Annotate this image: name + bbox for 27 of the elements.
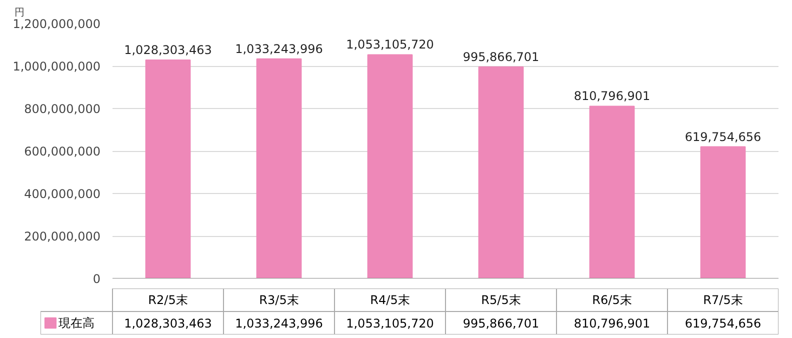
text: 1,053,105,720 bbox=[346, 316, 434, 330]
y-tick-label: 200,000,000 bbox=[24, 230, 100, 244]
y-tick-label: 600,000,000 bbox=[24, 144, 100, 158]
text: 995,866,701 bbox=[462, 316, 540, 330]
y-tick-label: 1,000,000,000 bbox=[12, 60, 101, 74]
text: 995,866,701 bbox=[462, 50, 540, 64]
y-tick-label: 1,200,000,000 bbox=[12, 17, 101, 31]
x-tick-label: R7/5末 bbox=[703, 293, 743, 307]
text: 619,754,656 bbox=[684, 316, 762, 330]
x-tick-label: R2/5末 bbox=[148, 293, 188, 307]
y-tick-label: 0 bbox=[92, 272, 101, 286]
text: 810,796,901 bbox=[574, 316, 650, 330]
x-tick-label: R6/5末 bbox=[592, 293, 632, 307]
x-tick-label: R5/5末 bbox=[481, 293, 521, 307]
text: 810,796,901 bbox=[574, 89, 650, 104]
text: 1,028,303,463 bbox=[124, 42, 212, 57]
y-tick-label: 800,000,000 bbox=[24, 102, 100, 116]
legend-label: 現在高 bbox=[58, 316, 94, 330]
y-tick-label: 400,000,000 bbox=[24, 187, 100, 201]
text: 1,033,243,996 bbox=[235, 42, 323, 56]
text: 1,028,303,463 bbox=[124, 316, 212, 330]
text: 1,033,243,996 bbox=[235, 316, 323, 330]
text: 円 bbox=[14, 8, 24, 18]
text: 1,053,105,720 bbox=[346, 38, 434, 52]
text: 619,754,656 bbox=[684, 130, 762, 144]
x-tick-label: R4/5末 bbox=[370, 293, 410, 307]
x-tick-label: R3/5末 bbox=[259, 293, 299, 307]
